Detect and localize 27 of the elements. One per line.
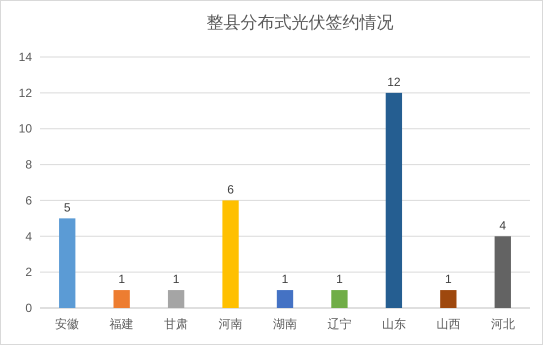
title: 整县分布式光伏签约情况	[206, 13, 394, 32]
x-tick-label: 河北	[490, 317, 515, 331]
data-label: 12	[387, 74, 401, 89]
data-label: 5	[64, 200, 71, 214]
x-tick-label: 湖南	[273, 317, 297, 331]
y-tick-label: 10	[18, 122, 32, 136]
x-tick-label: 辽宁	[327, 317, 352, 331]
data-label: 1	[282, 272, 289, 286]
y-tick-label: 12	[18, 86, 32, 100]
y-tick-label: 2	[25, 265, 32, 280]
y-tick-label: 14	[18, 50, 32, 64]
data-label: 4	[499, 218, 506, 232]
data-label: 1	[118, 272, 126, 286]
x-tick-label: 安徽	[55, 317, 80, 331]
data-label: 1	[172, 272, 180, 286]
y-tick-label: 6	[25, 193, 32, 208]
data-label: 1	[444, 272, 452, 286]
data-label: 6	[227, 182, 234, 196]
y-tick-label: 0	[25, 301, 32, 315]
x-tick-label: 山东	[382, 317, 406, 331]
x-tick-label: 福建	[110, 317, 134, 331]
x-tick-label: 甘肃	[164, 317, 188, 331]
x-tick-label: 山西	[436, 317, 460, 331]
x-tick-label: 河南	[218, 317, 243, 331]
data-label: 1	[336, 272, 344, 286]
y-tick-label: 8	[25, 158, 32, 172]
y-tick-label: 4	[25, 229, 32, 244]
